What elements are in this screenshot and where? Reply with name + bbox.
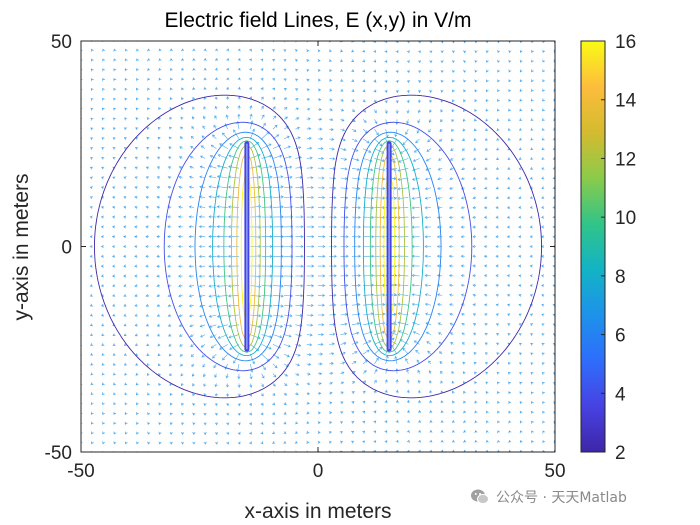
contour-level [94, 94, 542, 399]
contour-level [212, 136, 424, 357]
colorbar-tick-label: 8 [615, 267, 626, 288]
colorbar: 2 4 6 8 10 12 14 16 [580, 32, 637, 464]
colorbar-tick-label: 2 [615, 443, 626, 464]
x-tick-label: 0 [313, 461, 324, 482]
plot-area [80, 40, 556, 453]
equipotential-contours [94, 94, 542, 399]
watermark-text: 公众号 · 天天Matlab [496, 490, 627, 506]
x-axis-label: x-axis in meters [244, 500, 391, 523]
colorbar-tick-label: 6 [615, 326, 626, 347]
x-tick-label: -50 [67, 461, 94, 482]
colorbar-gradient [580, 40, 606, 453]
x-ticks: -50 0 50 [67, 41, 566, 482]
y-ticks: -50 0 50 [45, 32, 555, 464]
colorbar-ticks: 2 4 6 8 10 12 14 16 [601, 32, 637, 464]
chart-title: Electric field Lines, E (x,y) in V/m [165, 9, 472, 32]
y-tick-label: -50 [45, 443, 72, 464]
colorbar-tick-label: 12 [615, 149, 636, 170]
y-axis-label: y-axis in meters [10, 173, 33, 320]
charged-plates [244, 141, 392, 352]
colorbar-tick-label: 16 [615, 32, 636, 53]
y-tick-label: 50 [51, 32, 72, 53]
y-tick-label: 0 [61, 238, 72, 259]
colorbar-tick-label: 10 [615, 208, 636, 229]
wechat-icon [471, 489, 489, 505]
contour-level [163, 121, 473, 372]
contour-level [223, 140, 413, 353]
colorbar-tick-label: 14 [615, 91, 637, 112]
watermark: 公众号 · 天天Matlab [470, 486, 627, 508]
colorbar-tick-label: 4 [615, 384, 626, 405]
x-tick-label: 50 [544, 461, 565, 482]
contour-level [194, 131, 442, 362]
